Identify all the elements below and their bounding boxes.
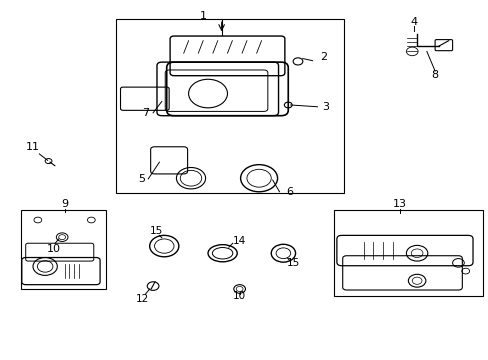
- Text: 2: 2: [319, 53, 326, 63]
- Text: 9: 9: [61, 199, 68, 209]
- Bar: [334, 210, 482, 296]
- Text: 11: 11: [26, 142, 40, 152]
- Text: 10: 10: [47, 244, 61, 253]
- Text: 13: 13: [392, 199, 406, 209]
- Text: 5: 5: [138, 174, 144, 184]
- Text: 15: 15: [286, 258, 299, 268]
- Text: 14: 14: [233, 236, 246, 246]
- Text: 12: 12: [136, 294, 149, 303]
- Text: 10: 10: [233, 291, 245, 301]
- Text: 1: 1: [199, 11, 206, 21]
- Bar: [21, 210, 106, 289]
- Text: 4: 4: [409, 17, 416, 27]
- Text: 6: 6: [285, 187, 292, 197]
- Text: 3: 3: [322, 102, 328, 112]
- Text: 7: 7: [142, 108, 149, 118]
- Bar: [116, 19, 344, 193]
- Text: 8: 8: [430, 70, 438, 80]
- Text: 15: 15: [149, 226, 163, 236]
